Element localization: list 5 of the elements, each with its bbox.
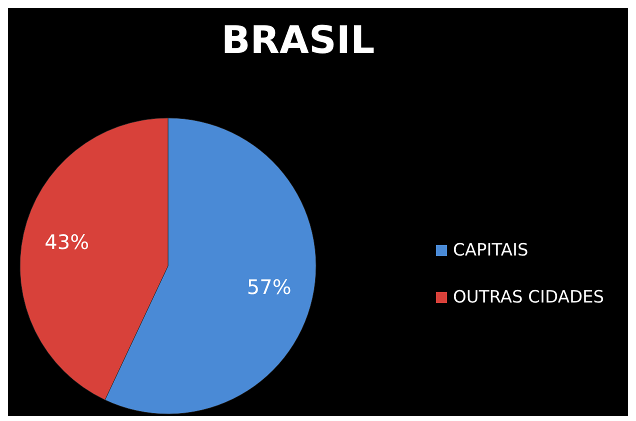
- legend-label: CAPITAIS: [453, 240, 528, 261]
- chart-title: BRASIL: [221, 18, 375, 62]
- data-label: 57%: [246, 275, 292, 300]
- data-label: 43%: [44, 230, 90, 254]
- legend-label: OUTRAS CIDADES: [453, 288, 604, 308]
